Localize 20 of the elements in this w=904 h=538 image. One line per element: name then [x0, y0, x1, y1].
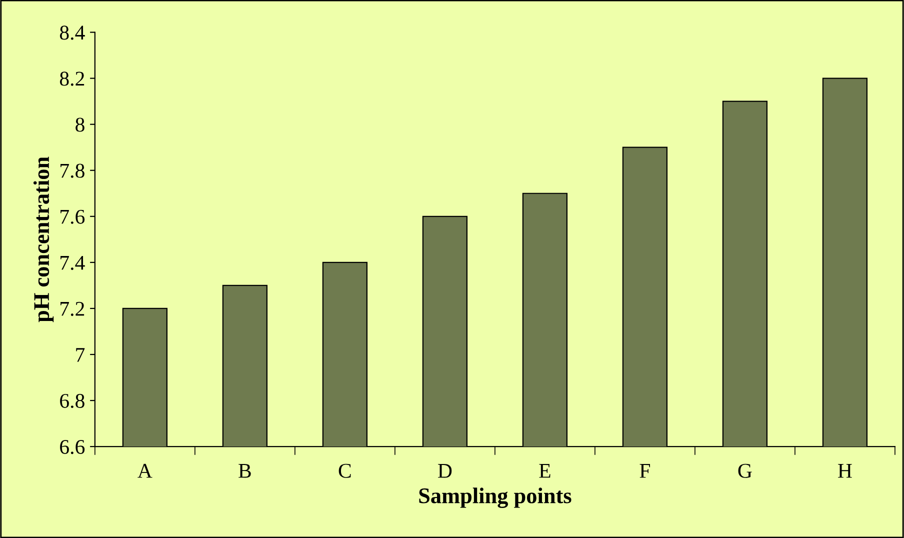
y-tick-label: 7 [76, 348, 85, 362]
y-tick-label: 8 [76, 118, 84, 132]
x-tick-label: G [738, 464, 752, 478]
y-tick-label: 6.8 [60, 394, 84, 408]
x-axis-title: Sampling points [419, 488, 572, 508]
y-tick-label: 7.4 [60, 256, 85, 270]
y-tick-label: 7.6 [60, 210, 85, 224]
x-tick-label: E [539, 464, 550, 478]
y-tick-label: 7.8 [60, 164, 84, 178]
y-tick-label: 7.2 [60, 302, 84, 316]
x-tick-label: D [438, 464, 452, 478]
x-tick-label: B [238, 464, 251, 478]
x-tick-label: H [838, 464, 852, 478]
x-tick-label: F [640, 464, 650, 478]
x-tick-label: C [338, 464, 351, 478]
y-tick-label: 6.6 [60, 440, 85, 454]
y-axis-title: pH concentration [33, 156, 54, 322]
x-tick-label: A [138, 464, 152, 478]
y-tick-label: 8.4 [60, 26, 85, 40]
y-tick-label: 8.2 [60, 72, 84, 86]
